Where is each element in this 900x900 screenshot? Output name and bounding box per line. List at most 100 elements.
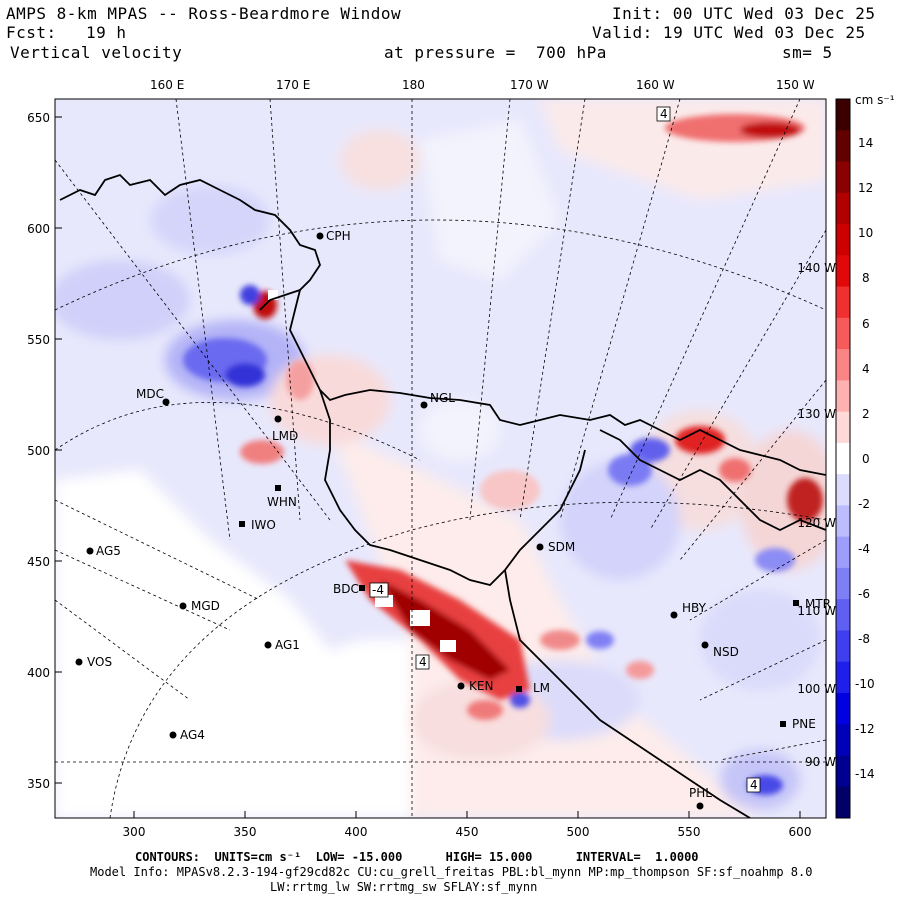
lon-label: 170 W: [510, 78, 549, 92]
lon-label: 180: [402, 78, 425, 92]
x-tick-label: 450: [456, 825, 479, 839]
field-name: Vertical velocity: [10, 43, 183, 62]
lon-label: 130 W: [797, 407, 836, 421]
pressure-level: at pressure = 700 hPa: [384, 43, 607, 62]
contour-label: 4: [419, 655, 427, 669]
colorbar-label: -14: [855, 767, 875, 781]
y-tick-label: 400: [27, 666, 50, 680]
y-tick-label: 500: [27, 444, 50, 458]
colorbar-label: -6: [858, 587, 870, 601]
y-tick-label: 450: [27, 555, 50, 569]
y-axis-labels: 650 600 550 500 450 400 350: [27, 111, 50, 791]
contour-label: 4: [750, 778, 758, 792]
map-title: AMPS 8-km MPAS -- Ross-Beardmore Window: [6, 4, 402, 23]
colorbar-band: [836, 692, 850, 725]
axis-ticks: [55, 116, 801, 818]
colorbar-label: -8: [858, 632, 870, 646]
colorbar-label: 2: [862, 407, 870, 421]
colorbar-frame: [835, 98, 851, 819]
colorbar-units: cm s⁻¹: [855, 93, 895, 107]
forecast-hours: 19 h: [86, 23, 127, 42]
station-label: LM: [533, 681, 550, 695]
vertical-velocity-field: [55, 99, 826, 818]
lon-label: 90 W: [805, 755, 836, 769]
contour-labels: 4 -4 4 4: [369, 106, 761, 793]
colorbar-labels: 14 12 10 8 6 4 2 0 -2 -4 -6 -8 -10 -12 -…: [855, 136, 875, 781]
colorbar-band: [836, 724, 850, 756]
contours-info: CONTOURS: UNITS=cm s⁻¹ LOW= -15.000 HIGH…: [135, 850, 699, 864]
x-tick-label: 300: [123, 825, 146, 839]
lon-label: 150 W: [776, 78, 815, 92]
colorbar-label: 4: [862, 362, 870, 376]
station-label: LMD: [272, 429, 298, 443]
colorbar-band: [836, 661, 850, 694]
station-label: CPH: [326, 229, 351, 243]
valid-time: Valid: 19 UTC Wed 03 Dec 25: [592, 23, 866, 42]
contour-label: -4: [372, 583, 384, 597]
smoothing: sm= 5: [782, 43, 833, 62]
lon-label: 170 E: [276, 78, 310, 92]
y-tick-label: 600: [27, 222, 50, 236]
x-tick-label: 600: [789, 825, 812, 839]
x-tick-label: 550: [678, 825, 701, 839]
coastline: [59, 173, 826, 818]
station-label: KEN: [469, 679, 493, 693]
station-label: HBY: [682, 601, 707, 615]
colorbar-band: [836, 599, 850, 631]
x-axis-labels: 300 350 400 450 500 550 600: [123, 825, 812, 839]
colorbar-band: [836, 349, 850, 381]
station-label: VOS: [87, 655, 112, 669]
colorbar-label: -4: [858, 542, 870, 556]
colorbar-band: [836, 567, 850, 600]
station-label: SDM: [548, 540, 575, 554]
right-lon-labels: 140 W 130 W 120 W 110 W 100 W 90 W: [797, 261, 836, 769]
x-tick-label: 400: [345, 825, 368, 839]
lon-label: 100 W: [797, 682, 836, 696]
lon-label: 160 W: [636, 78, 675, 92]
station-label: PHL: [689, 786, 712, 800]
colorbar-band: [836, 411, 850, 444]
colorbar-band: [836, 536, 850, 569]
colorbar-label: -2: [858, 497, 870, 511]
colorbar-label: 0: [862, 452, 870, 466]
graticule: [55, 99, 826, 818]
colorbar-band: [836, 474, 850, 506]
station-label: PNE: [792, 717, 816, 731]
station-label: MGD: [191, 599, 220, 613]
lon-label: 140 W: [797, 261, 836, 275]
colorbar: [836, 99, 850, 819]
colorbar-band: [836, 99, 850, 131]
station-label: BDC: [333, 582, 359, 596]
y-tick-label: 550: [27, 333, 50, 347]
lon-label: 120 W: [797, 516, 836, 530]
colorbar-band: [836, 286, 850, 319]
y-tick-label: 350: [27, 777, 50, 791]
colorbar-band: [836, 505, 850, 538]
colorbar-band: [836, 380, 850, 413]
colorbar-band: [836, 442, 850, 475]
colorbar-band: [836, 192, 850, 225]
colorbar-band: [836, 630, 850, 663]
x-tick-label: 500: [567, 825, 590, 839]
colorbar-label: 8: [862, 271, 870, 285]
colorbar-label: 12: [858, 181, 873, 195]
plot-frame: [54, 98, 827, 819]
colorbar-label: -10: [855, 677, 875, 691]
y-tick-label: 650: [27, 111, 50, 125]
station-label: MTR: [805, 597, 831, 611]
station-label: NSD: [713, 645, 739, 659]
station-label: AG4: [180, 728, 205, 742]
station-label: AG5: [96, 544, 121, 558]
model-info: Model Info: MPASv8.2.3-194-gf29cd82c CU:…: [90, 865, 813, 879]
colorbar-band: [836, 161, 850, 194]
colorbar-band: [836, 317, 850, 350]
station-label: IWO: [251, 518, 276, 532]
station-label: NGL: [430, 391, 455, 405]
colorbar-label: 6: [862, 317, 870, 331]
model-info-physics: LW:rrtmg_lw SW:rrtmg_sw SFLAY:sf_mynn: [270, 880, 538, 894]
colorbar-band: [836, 755, 850, 788]
lon-label: 160 E: [150, 78, 184, 92]
station-label: WHN: [267, 495, 297, 509]
stations: CPH MDC NGL LMD WHN IWO AG5 SDM BDC MGD …: [75, 229, 831, 810]
